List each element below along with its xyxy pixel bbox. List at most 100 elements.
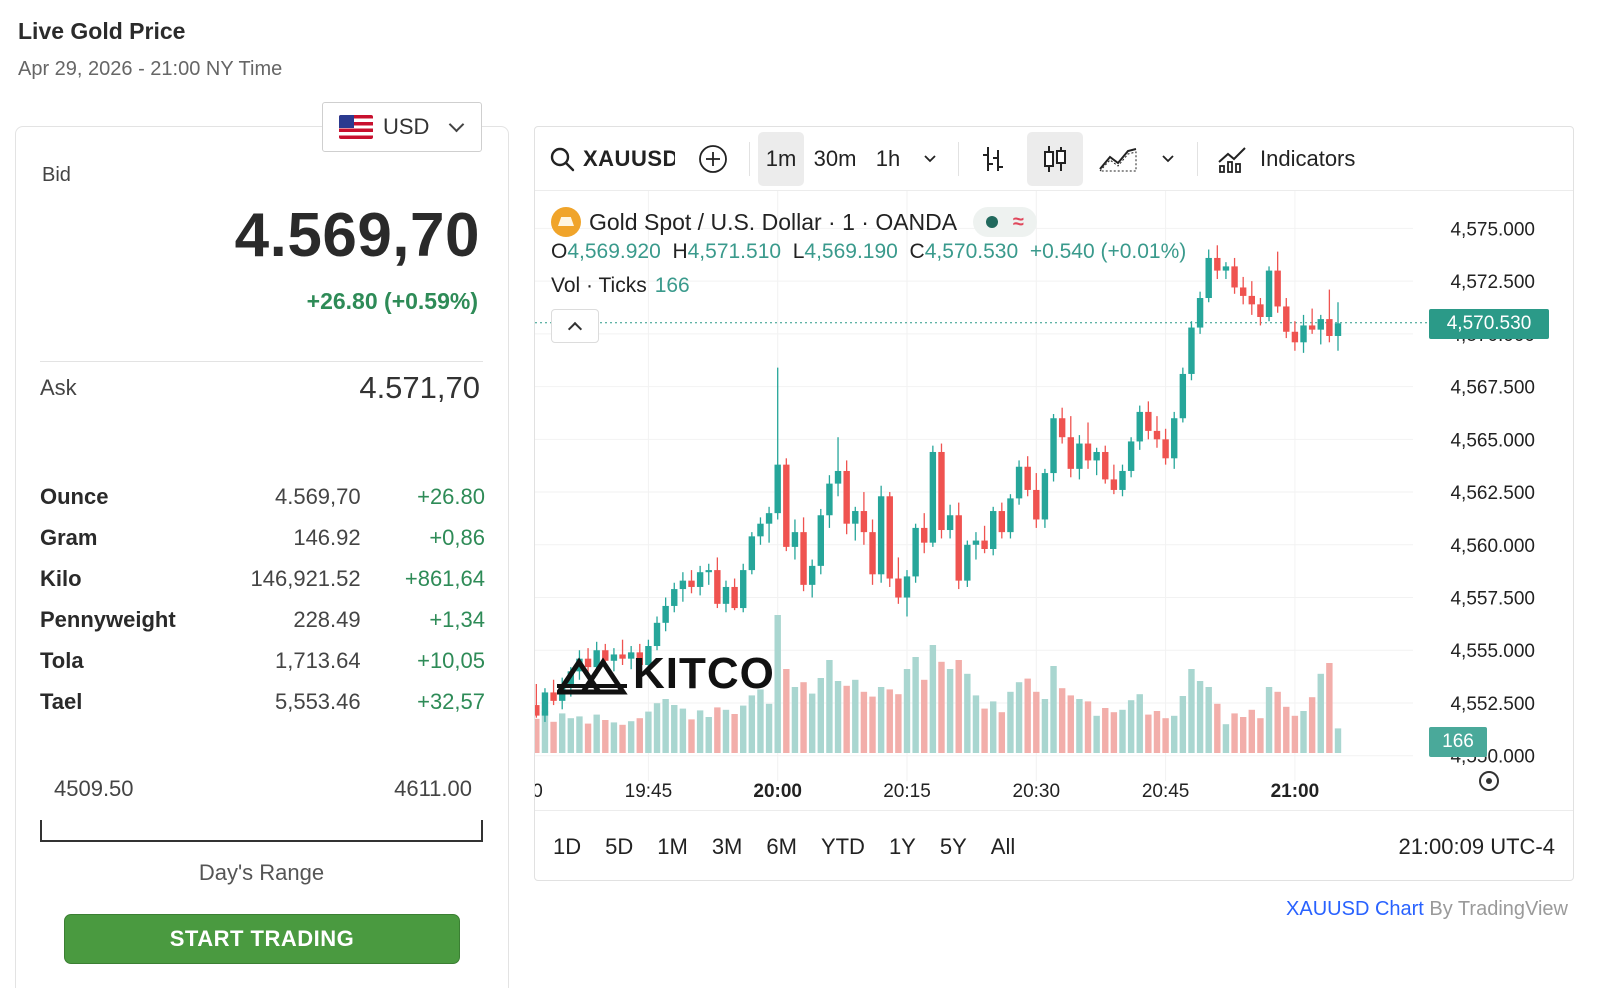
candle-body [731,586,738,609]
area-chart-icon [1098,147,1137,171]
range-1m[interactable]: 1M [657,833,688,859]
unit-value: 146.92 [293,524,361,550]
volume-bar [1300,711,1307,753]
volume-bar [1188,669,1195,753]
indicators-button[interactable]: Indicators [1206,132,1365,186]
high-label: H [672,240,688,263]
volume-label: Vol · Ticks [551,274,647,297]
range-1y[interactable]: 1Y [888,833,916,859]
range-5d[interactable]: 5D [605,833,634,859]
volume-bar [1222,724,1230,753]
symbol-search[interactable]: XAUUSD [535,132,685,186]
chart-type-dropdown[interactable] [1147,132,1189,186]
volume-bar [1127,700,1135,753]
candle-body [1102,451,1109,480]
unit-row: Tael 5,553.46 +32,57 [40,681,485,722]
collapse-legend-button[interactable] [551,309,599,343]
delayed-data-icon: ≈ [1012,210,1024,233]
volume-bar [1119,709,1126,753]
volume-bar [1015,682,1023,753]
volume-bar [895,694,902,753]
chevron-down-icon [449,116,465,132]
candle-body [895,578,902,598]
volume-bar [714,707,721,753]
volume-bar [662,699,669,753]
unit-name: Pennyweight [40,606,176,632]
candle-body [964,544,971,581]
currency-select[interactable]: USD [322,102,482,152]
chevron-down-icon [1162,154,1174,162]
range-all[interactable]: All [990,833,1016,859]
volume-bar [1291,715,1299,753]
candle-body [1214,257,1221,271]
range-5y[interactable]: 5Y [939,833,967,859]
candle-body [705,570,712,573]
volume-bar [1196,681,1204,753]
y-tick-label: 4,560.000 [1450,536,1535,557]
x-tick-label: 19:45 [625,781,673,802]
candle-body [1093,451,1100,461]
candles-style-button[interactable] [1027,131,1083,186]
price-chart[interactable]: 4,575.0004,572.5004,570.0004,567.5004,56… [535,191,1574,811]
candle-body [1153,430,1161,440]
open-value: 4,569.920 [567,240,661,263]
bid-change: +26.80 (+0.59%) [306,288,478,314]
candle-body [714,570,721,604]
kitco-logo-icon [557,657,628,695]
volume-bar [576,716,583,753]
chart-toolbar: XAUUSD 1m 30m 1h Indicators [535,127,1573,191]
candle-body [1257,304,1264,317]
volume-bar [921,679,928,753]
range-1d[interactable]: 1D [553,833,582,859]
volume-bar [757,689,764,753]
candle-body [662,605,669,623]
gold-price-card [15,126,509,988]
ask-label: Ask [40,375,77,400]
interval-30m[interactable]: 30m [813,145,857,171]
compare-button[interactable] [685,132,741,186]
bid-price: 4.569,70 [234,201,480,270]
last-price-tag: 4,570.530 [1429,309,1549,339]
chart-legend-title: Gold Spot / U.S. Dollar · 1 · OANDA ≈ [551,207,1038,237]
candle-body [946,515,954,531]
candle-body [1033,489,1040,520]
start-trading-button[interactable]: START TRADING [64,914,460,964]
range-6m[interactable]: 6M [766,833,797,859]
candle-body [1119,470,1126,490]
volume-bar [748,695,756,753]
volume-bar [1283,706,1290,753]
range-3m[interactable]: 3M [711,833,743,859]
volume-bar [1205,687,1212,753]
volume-bar [765,703,773,753]
day-range-low: 4509.50 [54,776,134,801]
gold-bar-icon [551,207,581,237]
unit-value: 5,553.46 [274,688,361,714]
interval-1h[interactable]: 1h [875,145,901,171]
interval-dropdown[interactable] [910,132,950,186]
volume-bar [834,681,842,753]
volume-bar [610,722,618,753]
candle-body [1007,498,1014,533]
candle-body [1127,441,1135,471]
candle-body [1145,411,1152,431]
interval-1m[interactable]: 1m [758,131,804,186]
candle-body [1317,319,1324,330]
candle-body [1231,266,1238,288]
timezone-clock[interactable]: 21:00:09 UTC-4 [1398,833,1555,859]
area-style-button[interactable] [1089,132,1147,186]
candle-body [955,515,962,581]
toolbar-separator [749,141,750,176]
volume-bar [817,678,824,753]
x-tick-label: 20:45 [1142,781,1190,802]
candle-body [886,496,893,579]
bar-style-button[interactable] [967,132,1019,186]
range-ytd[interactable]: YTD [820,833,865,859]
volume-bar [886,689,893,753]
y-tick-label: 4,555.000 [1450,641,1535,662]
volume-bar [731,714,738,753]
candle-body [808,565,816,585]
change-value: +0.540 (+0.01%) [1029,240,1187,263]
xauusd-chart-link[interactable]: XAUUSD Chart [1286,898,1424,920]
volume-bar [800,682,807,753]
unit-table: Ounce 4.569,70 +26.80 Gram 146.92 +0,86 Kilo… [40,476,485,722]
